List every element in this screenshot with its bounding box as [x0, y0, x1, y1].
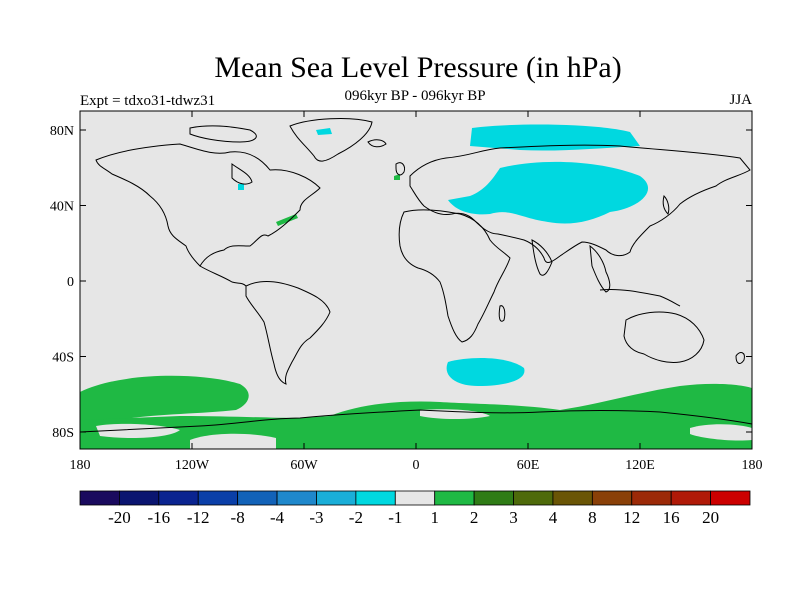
colorbar-label: -16: [147, 508, 170, 527]
lon-tick-label: 180: [742, 458, 763, 473]
coast-hudson-bay: [231, 163, 253, 185]
positive-patch-southern-ocean-west: [80, 383, 752, 449]
lon-tick-label: 120E: [625, 458, 655, 473]
colorbar-swatch: [119, 490, 160, 506]
colorbar-swatch: [473, 490, 514, 506]
neutral-hole-2: [190, 433, 276, 449]
coast-antarctica: [79, 409, 753, 433]
coast-japan: [662, 195, 670, 215]
colorbar-swatch: [355, 490, 396, 506]
colorbar-label: 3: [509, 508, 518, 527]
colorbar-swatch: [513, 490, 554, 506]
colorbar-label: -3: [309, 508, 323, 527]
coastlines: [79, 118, 753, 433]
lat-tick-label: 80S: [52, 426, 74, 441]
anomaly-patches: [80, 124, 752, 449]
negative-patch-greenland: [316, 128, 332, 135]
lat-tick-label: 80N: [50, 124, 74, 139]
coast-africa: [398, 209, 511, 343]
map-axes: 80N 40N 0 40S 80S 180 120W 60W 0 60E 120E 180: [50, 111, 763, 473]
lon-tick-label: 0: [413, 458, 420, 473]
colorbar-label: -12: [187, 508, 210, 527]
lat-tick-label: 40S: [52, 351, 74, 366]
colorbar: -20 -16 -12 -8 -4 -3 -2 -1 1 2 3 4 8 12 16 20: [79, 490, 751, 527]
colorbar-swatch: [631, 490, 672, 506]
coast-uk: [395, 162, 405, 176]
colorbar-label: 20: [702, 508, 719, 527]
neutral-hole-4: [690, 424, 752, 441]
colorbar-swatch: [591, 490, 633, 506]
lat-tick-label: 0: [67, 275, 74, 290]
colorbar-label: 16: [663, 508, 680, 527]
coast-australia: [623, 311, 705, 363]
experiment-label: Expt = tdxo31-tdwz31: [80, 93, 216, 109]
coast-iceland: [367, 139, 387, 148]
colorbar-swatch: [670, 490, 711, 506]
colorbar-label: -8: [231, 508, 245, 527]
coast-indonesia: [599, 289, 681, 307]
colorbar-swatch: [316, 490, 357, 506]
coast-new-zealand: [735, 352, 745, 364]
coast-madagascar: [498, 305, 506, 322]
coast-south-america: [245, 281, 331, 385]
colorbar-label: 8: [588, 508, 597, 527]
coast-canadian-arctic: [189, 125, 257, 143]
colorbar-swatch: [237, 490, 278, 506]
colorbar-label: 2: [470, 508, 479, 527]
colorbar-swatch: [158, 490, 199, 506]
lon-tick-label: 60E: [517, 458, 540, 473]
coast-central-america: [199, 265, 247, 287]
coast-india: [531, 239, 553, 276]
negative-patch-siberia: [470, 124, 640, 151]
positive-patch-south-pacific: [80, 375, 249, 420]
colorbar-label: -4: [270, 508, 285, 527]
coast-southeast-asia: [589, 244, 611, 293]
colorbar-label: -2: [349, 508, 363, 527]
negative-patch-south-atlantic: [446, 358, 525, 386]
colorbar-swatch: [79, 490, 120, 506]
colorbar-swatch: [710, 490, 751, 506]
map-title: Mean Sea Level Pressure (in hPa): [214, 51, 622, 84]
lon-tick-label: 120W: [175, 458, 210, 473]
colorbar-swatch: [197, 490, 239, 506]
lon-tick-label: 60W: [290, 458, 318, 473]
negative-patch-canada: [238, 184, 244, 190]
positive-patch-europe: [394, 174, 400, 180]
colorbar-swatch: [434, 490, 475, 506]
negative-patch-eurasia: [448, 161, 649, 224]
colorbar-label: 4: [549, 508, 558, 527]
colorbar-swatch: [276, 490, 317, 506]
colorbar-swatch: [552, 490, 593, 506]
colorbar-label: 1: [430, 508, 439, 527]
lon-tick-label: 180: [70, 458, 91, 473]
lat-tick-label: 40N: [50, 200, 74, 215]
map-subtitle: 096kyr BP - 096kyr BP: [344, 88, 486, 104]
colorbar-label: -20: [108, 508, 131, 527]
colorbar-label: 12: [623, 508, 640, 527]
coast-north-america: [95, 143, 321, 267]
colorbar-swatch: [394, 490, 436, 506]
coast-greenland: [289, 118, 373, 162]
colorbar-label: -1: [388, 508, 402, 527]
season-label: JJA: [729, 92, 752, 108]
neutral-hole-1: [96, 423, 180, 438]
